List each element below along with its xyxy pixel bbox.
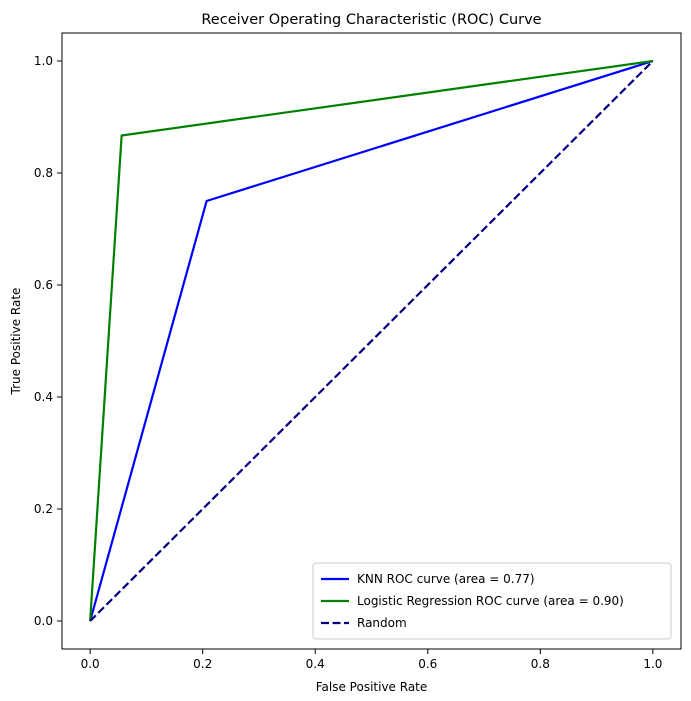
- plot-area: [61, 32, 682, 650]
- chart-title: Receiver Operating Characteristic (ROC) …: [201, 12, 541, 28]
- x-axis-ticks: 0.0 0.2 0.4 0.6 0.8 1.0: [81, 649, 662, 671]
- series-line-1: [89, 59, 654, 622]
- x-tick-label: 0.4: [306, 657, 325, 671]
- x-tick-label: 0.6: [418, 657, 437, 671]
- series-line-0: [89, 59, 654, 622]
- x-tick-label: 0.8: [531, 657, 550, 671]
- y-tick-label: 0.0: [34, 614, 53, 628]
- series-line-2: [89, 60, 654, 622]
- y-tick-label: 0.2: [34, 502, 53, 516]
- y-axis-ticks: 0.0 0.2 0.4 0.6 0.8 1.0: [34, 54, 62, 628]
- x-tick-label: 0.0: [81, 657, 100, 671]
- y-tick-label: 0.8: [34, 166, 53, 180]
- x-axis-label: False Positive Rate: [316, 680, 428, 694]
- legend-label-1: Logistic Regression ROC curve (area = 0.…: [357, 594, 624, 608]
- legend-box: [312, 562, 672, 640]
- legend-label-2: Random: [357, 616, 407, 630]
- x-tick-label: 1.0: [643, 657, 662, 671]
- legend-label-0: KNN ROC curve (area = 0.77): [357, 572, 535, 586]
- x-tick-label: 0.2: [193, 657, 212, 671]
- y-tick-label: 1.0: [34, 54, 53, 68]
- y-tick-label: 0.6: [34, 278, 53, 292]
- y-tick-label: 0.4: [34, 390, 53, 404]
- axes-frame: [61, 32, 682, 650]
- y-axis-label: True Positive Rate: [9, 288, 23, 396]
- legend: KNN ROC curve (area = 0.77) Logistic Regr…: [312, 562, 672, 640]
